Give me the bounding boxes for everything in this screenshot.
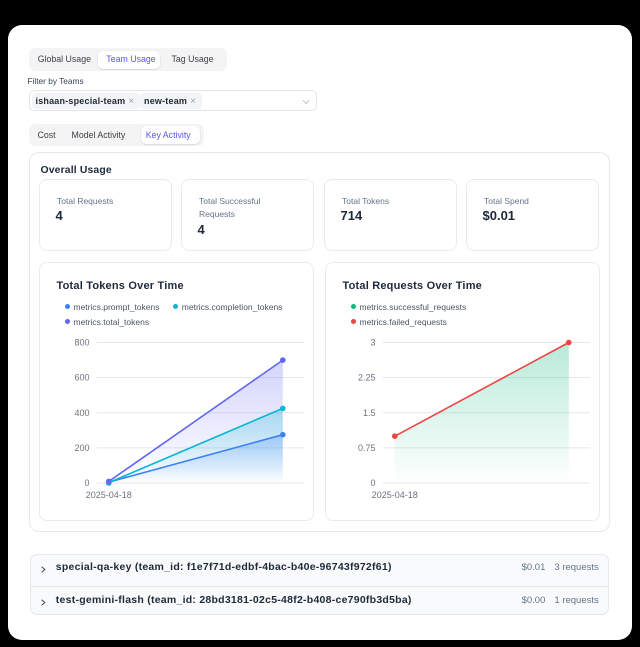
svg-text:2025-04-18: 2025-04-18 [372,490,418,500]
svg-text:0: 0 [370,478,375,488]
svg-text:0.75: 0.75 [358,443,376,453]
svg-text:0: 0 [84,478,89,488]
svg-text:600: 600 [74,373,89,383]
svg-text:400: 400 [74,408,89,418]
svg-text:200: 200 [74,443,89,453]
svg-text:2025-04-18: 2025-04-18 [86,490,132,500]
svg-text:3: 3 [370,338,375,348]
svg-text:1.5: 1.5 [363,408,376,418]
svg-text:2.25: 2.25 [358,373,376,383]
svg-text:800: 800 [74,338,89,348]
